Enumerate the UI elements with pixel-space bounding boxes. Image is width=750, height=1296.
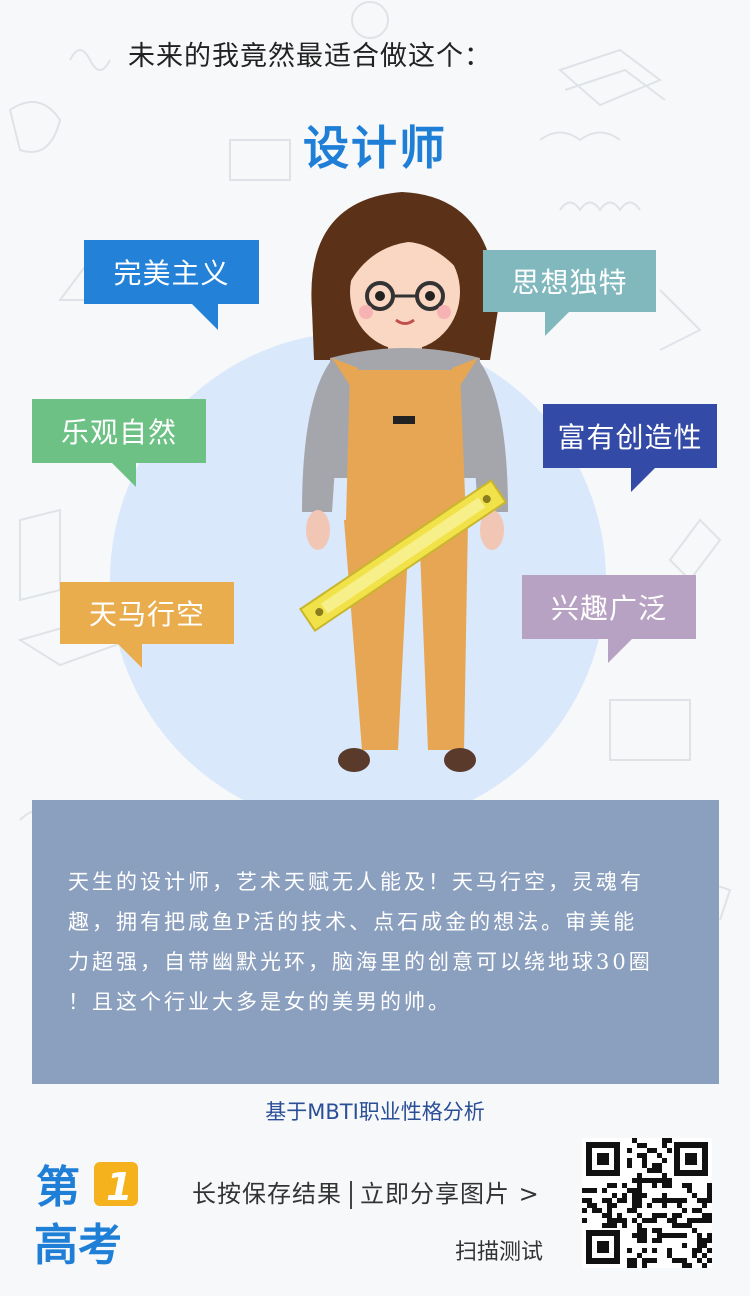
qr-code[interactable]: [582, 1138, 712, 1268]
description-line: 趣，拥有把咸鱼P活的技术、点石成金的想法。审美能: [68, 910, 638, 934]
gaokao-logo: 第 1 高考: [34, 1162, 138, 1268]
result-headline: 未来的我竟然最适合做这个：: [128, 41, 492, 72]
trait-bubble-imaginative: 天马行空: [60, 582, 234, 668]
bubble-tail: [118, 644, 142, 668]
long-press-save-label: 长按保存结果: [192, 1180, 342, 1208]
logo-text-gaokao: 高考: [34, 1220, 122, 1268]
bubble-tail: [545, 312, 569, 336]
bubble-tail: [192, 304, 218, 330]
bubble-tail: [112, 463, 136, 487]
logo-text-first: 第: [36, 1162, 80, 1213]
trait-label: 天马行空: [88, 598, 205, 631]
share-image-label: 立即分享图片 >: [360, 1180, 540, 1208]
trait-bubble-optimistic: 乐观自然: [32, 399, 206, 487]
analysis-basis-note: 基于MBTI职业性格分析: [265, 1100, 485, 1124]
trait-bubble-broad-interests: 兴趣广泛: [522, 575, 696, 663]
logo-badge: [94, 1162, 138, 1206]
save-share-prompt[interactable]: 长按保存结果 立即分享图片 >: [192, 1174, 540, 1209]
trait-bubble-unique-thinking: 思想独特: [483, 250, 656, 336]
trait-bubble-creative: 富有创造性: [543, 404, 717, 492]
description-line: ！且这个行业大多是女的美男的帅。: [68, 990, 452, 1014]
bubble-tail: [631, 468, 655, 492]
job-title: 设计师: [303, 121, 447, 175]
trait-label: 富有创造性: [557, 421, 703, 454]
description-line: 天生的设计师，艺术天赋无人能及！天马行空，灵魂有: [68, 870, 644, 894]
bubble-tail: [608, 639, 632, 663]
divider: [350, 1181, 352, 1209]
scan-test-label: 扫描测试: [455, 1240, 544, 1265]
trait-bubble-perfectionism: 完美主义: [84, 240, 259, 330]
description-panel: 天生的设计师，艺术天赋无人能及！天马行空，灵魂有 趣，拥有把咸鱼P活的技术、点石…: [32, 800, 719, 1084]
description-text: 天生的设计师，艺术天赋无人能及！天马行空，灵魂有 趣，拥有把咸鱼P活的技术、点石…: [68, 862, 688, 1022]
trait-label: 思想独特: [511, 266, 628, 299]
logo-number: 1: [106, 1165, 132, 1209]
description-line: 力超强，自带幽默光环，脑海里的创意可以绕地球30圈: [68, 950, 653, 974]
trait-label: 完美主义: [113, 257, 230, 290]
designer-character-illustration: [299, 192, 508, 772]
trait-label: 乐观自然: [60, 416, 177, 449]
trait-label: 兴趣广泛: [550, 592, 667, 625]
